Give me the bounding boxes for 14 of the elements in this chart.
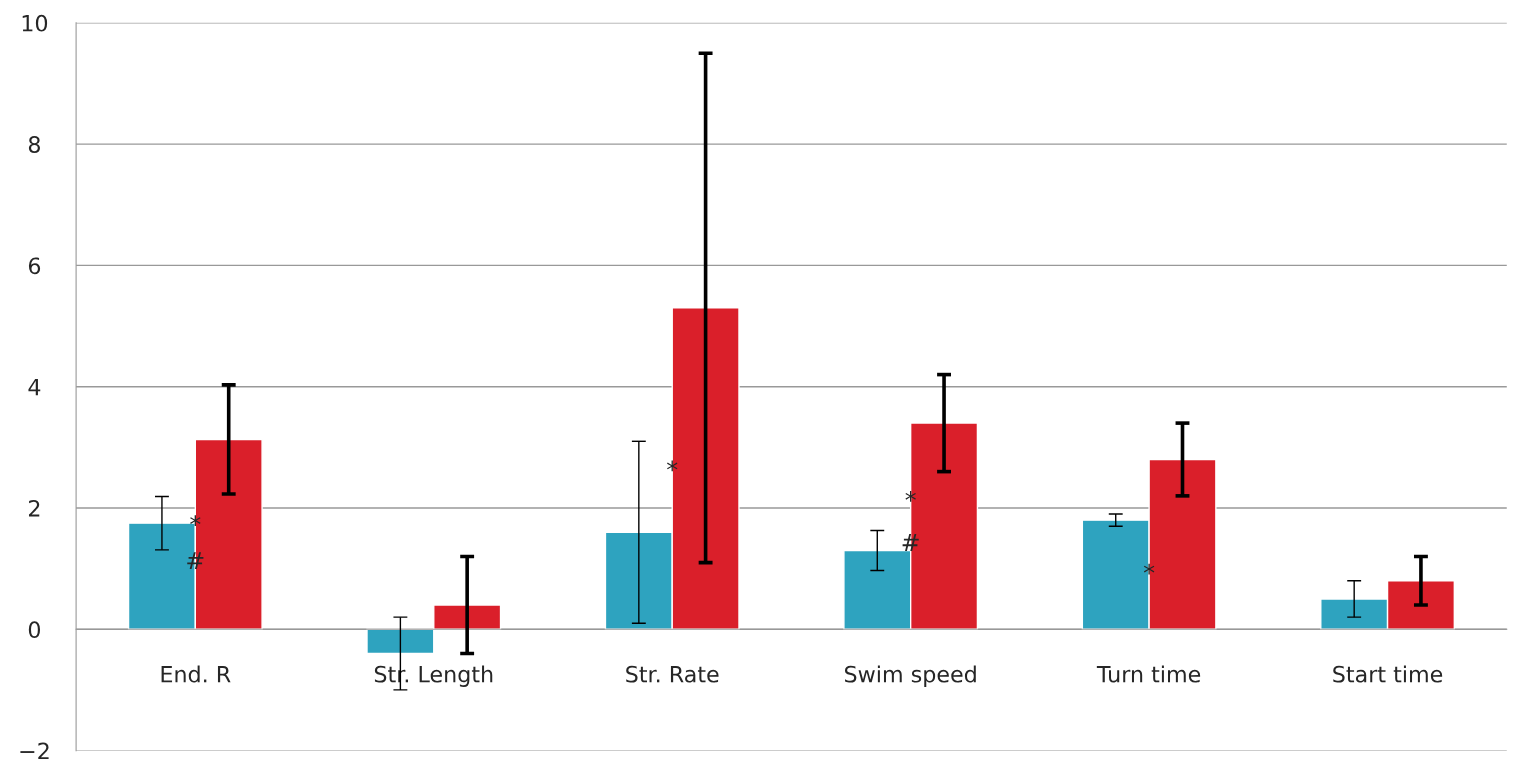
x-tick-label: Start time xyxy=(1333,665,1443,683)
y-tick-label: 4 xyxy=(28,378,41,396)
x-tick-label: End. R xyxy=(161,665,231,683)
annotation: * xyxy=(1143,563,1155,575)
x-tick-label: Swim speed xyxy=(844,665,976,687)
y-tick-label: 10 xyxy=(22,14,48,32)
x-tick-label: Str. Rate xyxy=(626,665,719,683)
y-tick-label: 6 xyxy=(28,257,41,275)
y-tick-label: −2 xyxy=(20,742,49,760)
y-tick-label: 8 xyxy=(28,136,40,153)
x-tick-label: Turn time xyxy=(1096,665,1201,683)
annotation: # xyxy=(187,552,204,570)
y-tick-label: 2 xyxy=(28,499,40,517)
y-tick-label: 0 xyxy=(28,621,41,639)
